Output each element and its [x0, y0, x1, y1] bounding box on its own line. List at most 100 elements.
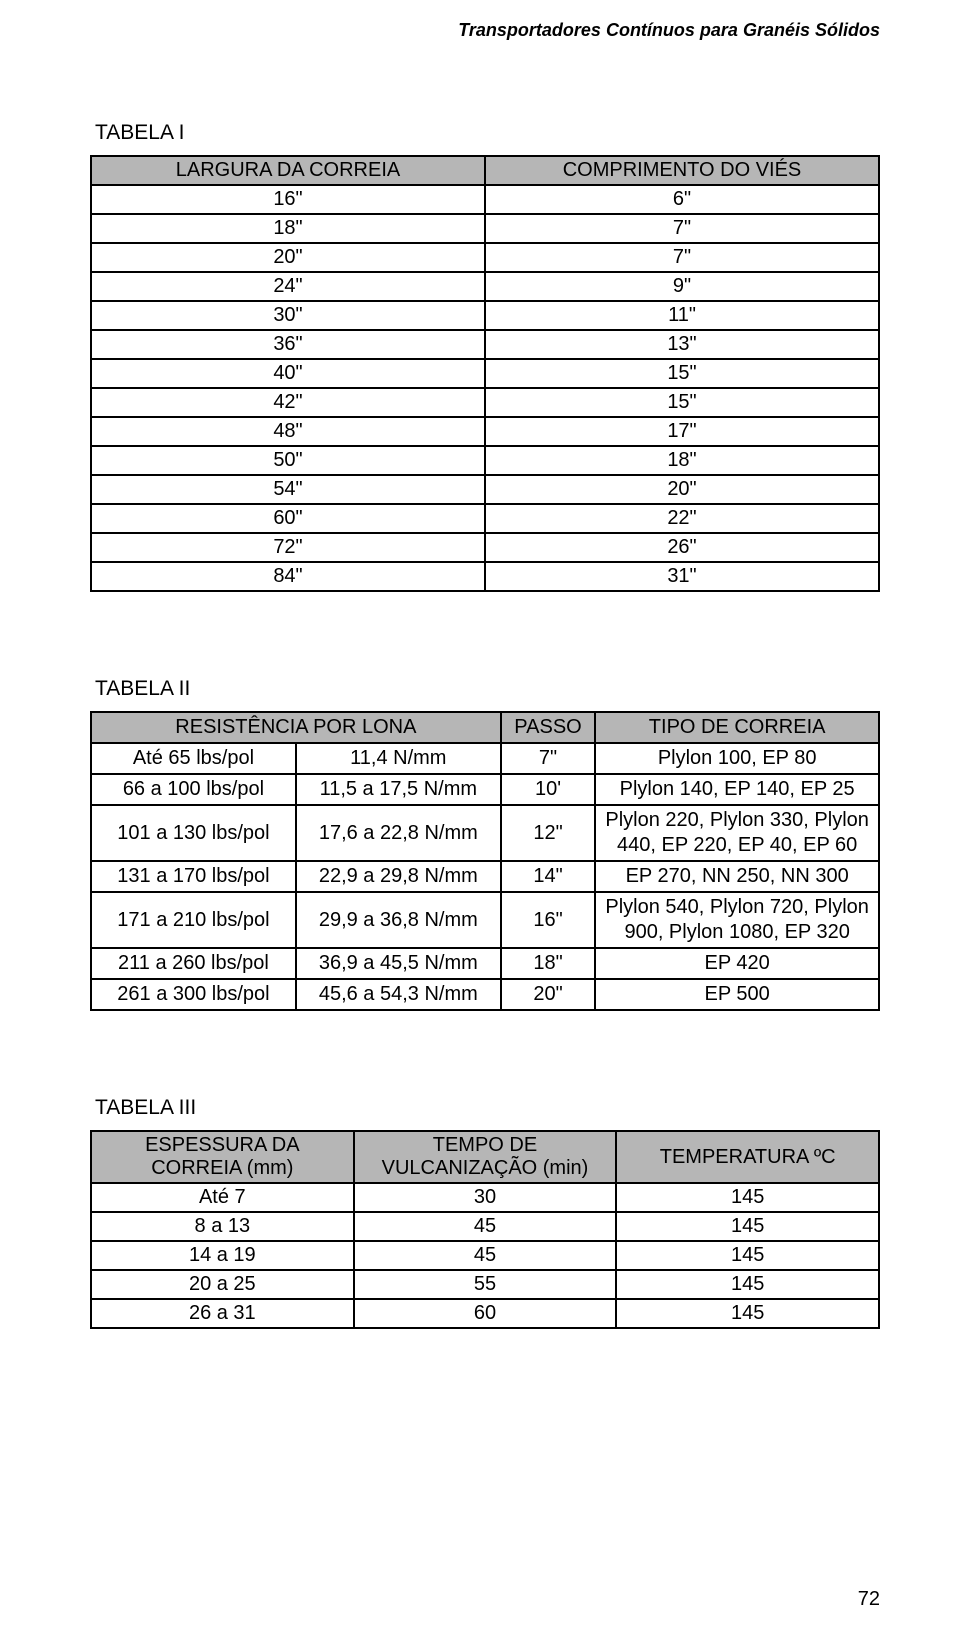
table2-col-1: PASSO	[501, 712, 596, 743]
cell: 20"	[501, 979, 596, 1010]
cell: 101 a 130 lbs/pol	[91, 805, 296, 861]
table-row: 26 a 3160145	[91, 1299, 879, 1328]
cell: 42"	[91, 388, 485, 417]
cell: 131 a 170 lbs/pol	[91, 861, 296, 892]
cell: 145	[616, 1241, 879, 1270]
cell: 45	[354, 1212, 617, 1241]
cell: 84"	[91, 562, 485, 591]
cell: 145	[616, 1183, 879, 1212]
cell: 211 a 260 lbs/pol	[91, 948, 296, 979]
cell: 15"	[485, 359, 879, 388]
cell: 13"	[485, 330, 879, 359]
cell: 66 a 100 lbs/pol	[91, 774, 296, 805]
cell: 17,6 a 22,8 N/mm	[296, 805, 501, 861]
cell: 261 a 300 lbs/pol	[91, 979, 296, 1010]
cell: EP 420	[595, 948, 879, 979]
table1-col-0: LARGURA DA CORREIA	[91, 156, 485, 185]
cell: Até 65 lbs/pol	[91, 743, 296, 774]
cell: 171 a 210 lbs/pol	[91, 892, 296, 948]
table-row: 171 a 210 lbs/pol29,9 a 36,8 N/mm16"Plyl…	[91, 892, 879, 948]
table-row: 72"26"	[91, 533, 879, 562]
cell: 18"	[485, 446, 879, 475]
table3-col-1: TEMPO DE VULCANIZAÇÃO (min)	[354, 1131, 617, 1183]
table-row: 24"9"	[91, 272, 879, 301]
table2-col-2: TIPO DE CORREIA	[595, 712, 879, 743]
table-row: 261 a 300 lbs/pol45,6 a 54,3 N/mm20"EP 5…	[91, 979, 879, 1010]
cell: EP 500	[595, 979, 879, 1010]
cell: Plylon 100, EP 80	[595, 743, 879, 774]
table-row: 131 a 170 lbs/pol22,9 a 29,8 N/mm14"EP 2…	[91, 861, 879, 892]
cell: 31"	[485, 562, 879, 591]
cell: 50"	[91, 446, 485, 475]
table1-title: TABELA I	[95, 121, 880, 145]
cell: 29,9 a 36,8 N/mm	[296, 892, 501, 948]
page-number: 72	[858, 1588, 880, 1611]
cell: 30"	[91, 301, 485, 330]
cell: 30	[354, 1183, 617, 1212]
page: Transportadores Contínuos para Granéis S…	[0, 0, 960, 1641]
table-row: 14 a 1945145	[91, 1241, 879, 1270]
cell: 26 a 31	[91, 1299, 354, 1328]
cell: 45	[354, 1241, 617, 1270]
table-row: 84"31"	[91, 562, 879, 591]
table-row: 30"11"	[91, 301, 879, 330]
cell: 7"	[485, 243, 879, 272]
cell: 145	[616, 1270, 879, 1299]
cell: 22"	[485, 504, 879, 533]
table3-col-2: TEMPERATURA ºC	[616, 1131, 879, 1183]
table-row: ESPESSURA DA CORREIA (mm) TEMPO DE VULCA…	[91, 1131, 879, 1183]
cell: 60"	[91, 504, 485, 533]
table-row: 54"20"	[91, 475, 879, 504]
cell: 18"	[501, 948, 596, 979]
table1: LARGURA DA CORREIA COMPRIMENTO DO VIÉS 1…	[90, 155, 880, 592]
cell: 11,5 a 17,5 N/mm	[296, 774, 501, 805]
cell: 48"	[91, 417, 485, 446]
table-row: 42"15"	[91, 388, 879, 417]
page-header: Transportadores Contínuos para Granéis S…	[90, 20, 880, 41]
cell: 55	[354, 1270, 617, 1299]
table2-title: TABELA II	[95, 677, 880, 701]
table1-col-1: COMPRIMENTO DO VIÉS	[485, 156, 879, 185]
table-row: Até 65 lbs/pol11,4 N/mm7"Plylon 100, EP …	[91, 743, 879, 774]
cell: 11,4 N/mm	[296, 743, 501, 774]
cell: 72"	[91, 533, 485, 562]
cell: 7"	[485, 214, 879, 243]
cell: Até 7	[91, 1183, 354, 1212]
cell: 26"	[485, 533, 879, 562]
table-row: LARGURA DA CORREIA COMPRIMENTO DO VIÉS	[91, 156, 879, 185]
table-row: Até 730145	[91, 1183, 879, 1212]
cell: 17"	[485, 417, 879, 446]
cell: 9"	[485, 272, 879, 301]
cell: 145	[616, 1212, 879, 1241]
table-row: 60"22"	[91, 504, 879, 533]
table-row: 101 a 130 lbs/pol17,6 a 22,8 N/mm12"Plyl…	[91, 805, 879, 861]
cell: 7"	[501, 743, 596, 774]
table3: ESPESSURA DA CORREIA (mm) TEMPO DE VULCA…	[90, 1130, 880, 1329]
cell: Plylon 140, EP 140, EP 25	[595, 774, 879, 805]
cell: 15"	[485, 388, 879, 417]
cell: 54"	[91, 475, 485, 504]
cell: 14 a 19	[91, 1241, 354, 1270]
cell: 36"	[91, 330, 485, 359]
table-row: 36"13"	[91, 330, 879, 359]
table3-title: TABELA III	[95, 1096, 880, 1120]
cell: 24"	[91, 272, 485, 301]
cell: 10'	[501, 774, 596, 805]
table-row: 66 a 100 lbs/pol11,5 a 17,5 N/mm10'Plylo…	[91, 774, 879, 805]
table2: RESISTÊNCIA POR LONA PASSO TIPO DE CORRE…	[90, 711, 880, 1011]
table-row: 8 a 1345145	[91, 1212, 879, 1241]
table3-col-0: ESPESSURA DA CORREIA (mm)	[91, 1131, 354, 1183]
cell: 16"	[501, 892, 596, 948]
cell: 20 a 25	[91, 1270, 354, 1299]
cell: 22,9 a 29,8 N/mm	[296, 861, 501, 892]
table-row: 20 a 2555145	[91, 1270, 879, 1299]
table-row: 18"7"	[91, 214, 879, 243]
cell: 36,9 a 45,5 N/mm	[296, 948, 501, 979]
cell: 18"	[91, 214, 485, 243]
cell: 45,6 a 54,3 N/mm	[296, 979, 501, 1010]
table-row: 211 a 260 lbs/pol36,9 a 45,5 N/mm18"EP 4…	[91, 948, 879, 979]
cell: 6"	[485, 185, 879, 214]
cell: Plylon 220, Plylon 330, Plylon 440, EP 2…	[595, 805, 879, 861]
cell: EP 270, NN 250, NN 300	[595, 861, 879, 892]
table-row: RESISTÊNCIA POR LONA PASSO TIPO DE CORRE…	[91, 712, 879, 743]
